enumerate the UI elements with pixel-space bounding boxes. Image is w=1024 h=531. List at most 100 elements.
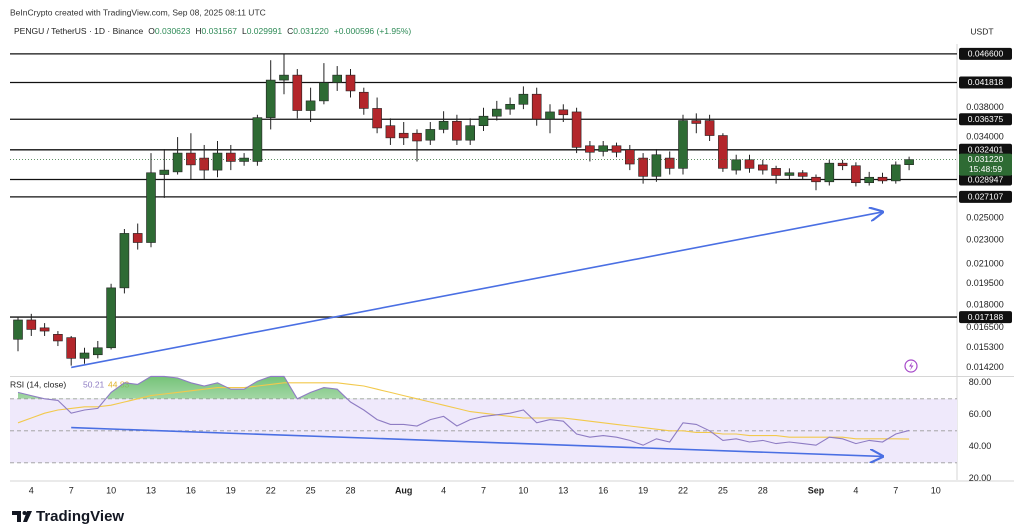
candle-body: [146, 172, 156, 243]
level-label: 0.017188: [968, 312, 1004, 322]
candle-body: [132, 233, 143, 243]
candle-body: [531, 93, 542, 120]
level-label: 0.028947: [968, 174, 1004, 184]
x-tick-label: 13: [146, 485, 156, 495]
candle-body: [26, 319, 37, 330]
candle-body: [332, 74, 343, 83]
candle-body: [757, 164, 768, 171]
candle-body: [718, 135, 728, 169]
x-tick-label: 16: [598, 485, 608, 495]
trend-line: [71, 212, 882, 369]
level-label-bg: [959, 311, 1012, 324]
candle-body: [571, 111, 582, 148]
rsi-line: [17, 375, 910, 446]
x-tick-label: 7: [481, 485, 486, 495]
y-tick-label: 80.00: [969, 377, 992, 387]
y-tick-label: 0.018000: [966, 299, 1004, 309]
candle-body: [505, 103, 515, 110]
candle-body: [186, 152, 196, 166]
y-tick-label: 0.021000: [966, 259, 1004, 269]
candle-body: [106, 287, 116, 349]
y-tick-label: 0.016500: [966, 322, 1004, 332]
x-tick-label: 28: [345, 485, 355, 495]
candle-body: [771, 168, 781, 176]
ohlc-key: C: [287, 26, 293, 36]
ohlc-key: L: [242, 26, 247, 36]
countdown: 15:48:59: [969, 164, 1002, 174]
candle-body: [252, 117, 263, 162]
candle-body: [398, 132, 409, 139]
candle-body: [13, 319, 23, 340]
candle-body: [93, 347, 103, 356]
x-tick-label: 25: [306, 485, 316, 495]
level-label-bg: [959, 190, 1012, 203]
candle-body: [53, 334, 63, 342]
change: +0.000596 (+1.95%): [334, 26, 412, 36]
x-tick-label: 13: [558, 485, 568, 495]
candle-body: [159, 169, 170, 175]
candle-body: [598, 145, 609, 152]
candle-body: [678, 120, 688, 169]
ohlc-key: O: [148, 26, 155, 36]
x-tick-label: 4: [29, 485, 34, 495]
y-tick-label: 0.015300: [966, 342, 1004, 352]
y-tick-label: 60.00: [969, 409, 992, 419]
candle-body: [491, 108, 502, 117]
candle-body: [212, 152, 223, 171]
candle-body: [265, 79, 276, 118]
candle-body: [824, 162, 835, 183]
rsi-ma-line: [17, 382, 910, 440]
candle-body: [811, 176, 821, 183]
ohlc-key: H: [195, 26, 201, 36]
x-tick-label: 10: [931, 485, 941, 495]
symbol: PENGU / TetherUS · 1D · Binance: [14, 26, 144, 36]
brand-name: TradingView: [36, 508, 124, 525]
candle-body: [292, 74, 303, 111]
level-label: 0.036375: [968, 114, 1004, 124]
ohlc-value: 0.029991: [247, 26, 283, 36]
candle-body: [452, 120, 462, 141]
x-tick-label: 7: [893, 485, 898, 495]
y-tick-label: 0.023000: [966, 235, 1004, 245]
candle-body: [279, 74, 289, 81]
level-label-bg: [959, 143, 1012, 156]
candle-body: [79, 352, 90, 359]
last-price-label: 0.031220: [968, 154, 1004, 164]
candle-body: [319, 82, 329, 102]
candle-body: [558, 109, 569, 116]
candle-body: [412, 132, 422, 142]
candle-body: [385, 125, 396, 139]
trend-line: [71, 426, 882, 457]
x-tick-label: 10: [106, 485, 116, 495]
overbought-fill: [18, 376, 348, 399]
candle-body: [837, 162, 848, 167]
level-label: 0.046600: [968, 49, 1004, 59]
candle-body: [172, 152, 183, 173]
x-tick-label: 10: [518, 485, 528, 495]
symbol-legend: PENGU / TetherUS · 1D · Binance O0.030623…: [14, 26, 411, 36]
level-label-bg: [959, 113, 1012, 126]
candle-body: [864, 176, 875, 184]
candle-body: [372, 108, 382, 129]
candle-body: [66, 337, 76, 359]
x-tick-label: Aug: [395, 485, 413, 495]
candle-body: [744, 159, 755, 169]
x-tick-label: 25: [718, 485, 728, 495]
level-label: 0.027107: [968, 192, 1004, 202]
rsi-value: 50.21: [83, 379, 105, 389]
candle-body: [465, 125, 476, 141]
x-tick-label: 19: [226, 485, 236, 495]
y-tick-label: 40.00: [969, 441, 992, 451]
candle-body: [518, 93, 529, 105]
candle-body: [691, 120, 702, 124]
brand-logo: [12, 511, 32, 522]
rsi-ma-value: 44.83: [108, 379, 130, 389]
candle-body: [438, 120, 449, 130]
candle-body: [624, 149, 635, 165]
candle-body: [904, 159, 914, 165]
last-price-bg: [959, 153, 1012, 176]
candle-body: [611, 145, 622, 153]
candle-body: [545, 111, 555, 120]
ohlc-value: 0.030623: [155, 26, 191, 36]
